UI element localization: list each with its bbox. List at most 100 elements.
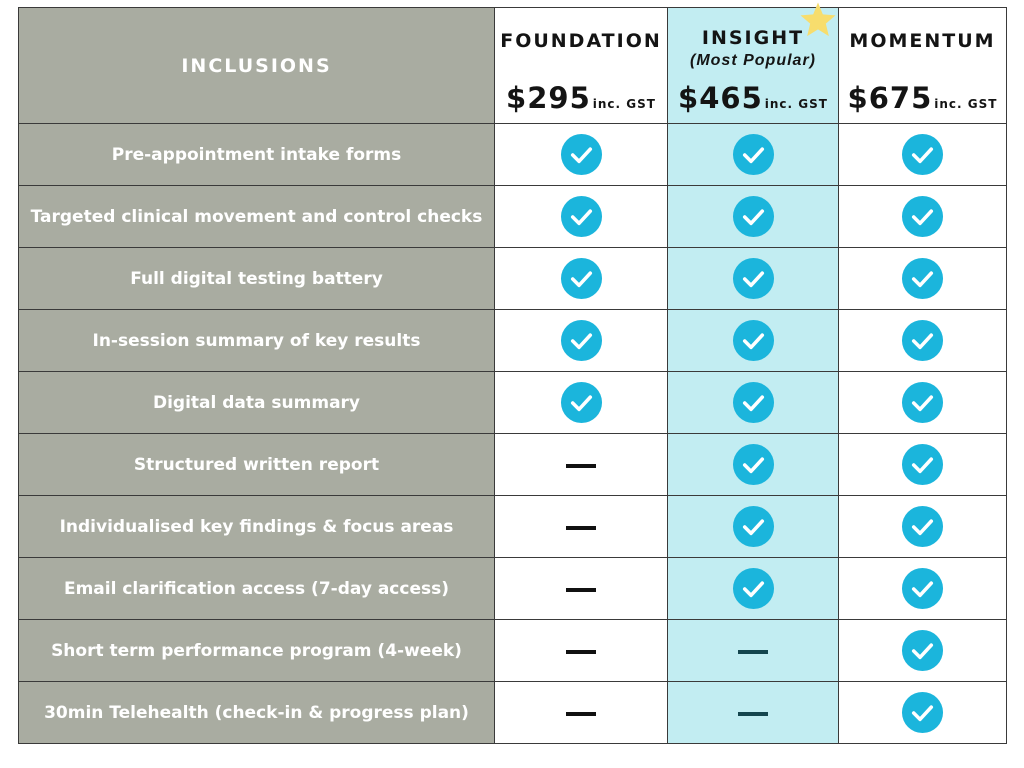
tier-foundation: FOUNDATION $295 inc. GST <box>494 7 668 124</box>
table-row: Short term performance program (4-week) <box>18 619 1007 682</box>
table-row: Individualised key findings & focus area… <box>18 495 1007 558</box>
tier-gst-label: inc. GST <box>592 97 656 111</box>
cell-insight <box>667 495 839 558</box>
tier-name: FOUNDATION <box>500 30 662 52</box>
feature-label: Pre-appointment intake forms <box>18 123 495 186</box>
cell-foundation <box>494 681 668 744</box>
check-circle-icon <box>732 195 774 238</box>
dash-icon <box>566 463 596 468</box>
check-circle-icon <box>732 443 774 486</box>
check-circle-icon <box>732 505 774 548</box>
check-circle-icon <box>901 691 944 734</box>
cell-foundation <box>494 123 668 186</box>
tier-momentum: MOMENTUM $675 inc. GST <box>838 7 1007 124</box>
cell-foundation <box>494 185 668 248</box>
check-circle-icon <box>560 381 602 424</box>
cell-insight <box>667 681 839 744</box>
dash-icon <box>738 649 768 654</box>
feature-label: 30min Telehealth (check-in & progress pl… <box>18 681 495 744</box>
check-circle-icon <box>901 195 944 238</box>
cell-foundation <box>494 433 668 496</box>
inclusions-rows: Pre-appointment intake forms Targeted cl… <box>18 123 1007 744</box>
cell-foundation <box>494 371 668 434</box>
dash-icon <box>566 587 596 592</box>
feature-label: Individualised key findings & focus area… <box>18 495 495 558</box>
feature-label: Digital data summary <box>18 371 495 434</box>
tier-name: INSIGHT <box>701 27 805 49</box>
cell-insight <box>667 185 839 248</box>
dash-icon <box>566 525 596 530</box>
check-circle-icon <box>732 133 774 176</box>
check-circle-icon <box>732 319 774 362</box>
cell-foundation <box>494 247 668 310</box>
check-circle-icon <box>560 133 602 176</box>
check-circle-icon <box>901 629 944 672</box>
check-circle-icon <box>901 443 944 486</box>
most-popular-note: (Most Popular) <box>690 52 816 69</box>
feature-label: Structured written report <box>18 433 495 496</box>
table-row: Targeted clinical movement and control c… <box>18 185 1007 248</box>
table-row: 30min Telehealth (check-in & progress pl… <box>18 681 1007 744</box>
feature-label: Email clarification access (7-day access… <box>18 557 495 620</box>
cell-insight <box>667 247 839 310</box>
cell-momentum <box>838 123 1007 186</box>
check-circle-icon <box>732 381 774 424</box>
check-circle-icon <box>901 319 944 362</box>
cell-insight <box>667 309 839 372</box>
check-circle-icon <box>901 381 944 424</box>
cell-foundation <box>494 557 668 620</box>
feature-label: Targeted clinical movement and control c… <box>18 185 495 248</box>
cell-foundation <box>494 309 668 372</box>
cell-momentum <box>838 681 1007 744</box>
tier-gst-label: inc. GST <box>764 97 828 111</box>
inclusions-heading: INCLUSIONS <box>18 7 495 124</box>
tier-price-row: $675 inc. GST <box>839 81 1006 115</box>
dash-icon <box>566 649 596 654</box>
table-row: Email clarification access (7-day access… <box>18 557 1007 620</box>
cell-insight <box>667 123 839 186</box>
check-circle-icon <box>560 195 602 238</box>
cell-momentum <box>838 619 1007 682</box>
dash-icon <box>566 711 596 716</box>
check-circle-icon <box>560 257 602 300</box>
feature-label: Short term performance program (4-week) <box>18 619 495 682</box>
check-circle-icon <box>560 319 602 362</box>
table-row: Full digital testing battery <box>18 247 1007 310</box>
dash-icon <box>738 711 768 716</box>
pricing-comparison-table: INCLUSIONS FOUNDATION $295 inc. GST INSIG… <box>18 2 1007 744</box>
cell-insight <box>667 433 839 496</box>
cell-insight <box>667 619 839 682</box>
cell-momentum <box>838 309 1007 372</box>
cell-momentum <box>838 433 1007 496</box>
cell-momentum <box>838 371 1007 434</box>
check-circle-icon <box>732 257 774 300</box>
header-row: INCLUSIONS FOUNDATION $295 inc. GST INSIG… <box>18 2 1007 124</box>
tier-gst-label: inc. GST <box>934 97 998 111</box>
cell-momentum <box>838 557 1007 620</box>
table-row: Digital data summary <box>18 371 1007 434</box>
tier-price: $675 <box>847 81 933 115</box>
tier-price: $295 <box>506 81 591 115</box>
tier-insight: INSIGHT (Most Popular) $465 inc. GST <box>667 2 839 124</box>
cell-foundation <box>494 495 668 558</box>
table-row: In-session summary of key results <box>18 309 1007 372</box>
star-icon <box>800 2 836 37</box>
check-circle-icon <box>901 505 944 548</box>
check-circle-icon <box>901 567 944 610</box>
cell-momentum <box>838 247 1007 310</box>
cell-foundation <box>494 619 668 682</box>
table-row: Pre-appointment intake forms <box>18 123 1007 186</box>
tier-price-row: $295 inc. GST <box>495 81 667 115</box>
tier-price-row: $465 inc. GST <box>668 81 838 115</box>
feature-label: Full digital testing battery <box>18 247 495 310</box>
check-circle-icon <box>901 133 944 176</box>
tier-name: MOMENTUM <box>849 30 996 52</box>
tier-price: $465 <box>678 81 763 115</box>
check-circle-icon <box>732 567 774 610</box>
check-circle-icon <box>901 257 944 300</box>
cell-momentum <box>838 185 1007 248</box>
table-row: Structured written report <box>18 433 1007 496</box>
feature-label: In-session summary of key results <box>18 309 495 372</box>
cell-insight <box>667 371 839 434</box>
cell-momentum <box>838 495 1007 558</box>
